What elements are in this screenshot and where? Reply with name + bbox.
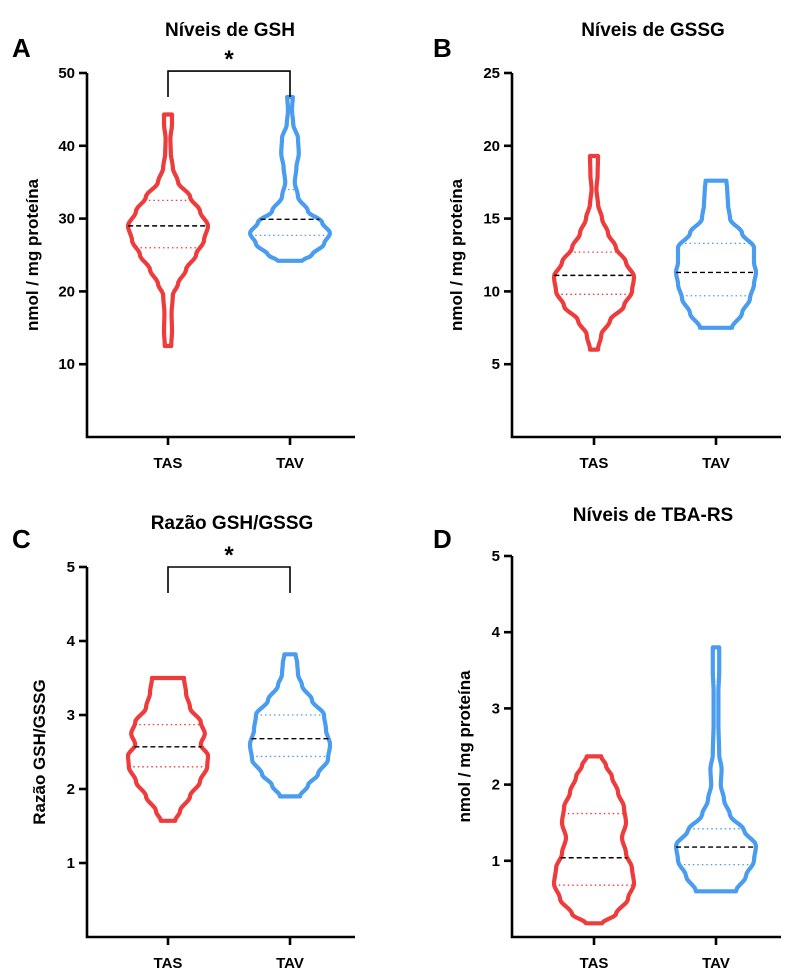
violin-tas bbox=[126, 112, 210, 349]
y-tick-label: 3 bbox=[492, 700, 500, 717]
y-tick-label: 10 bbox=[483, 283, 500, 300]
y-tick-label: 5 bbox=[67, 559, 75, 576]
y-tick-label: 3 bbox=[67, 707, 75, 724]
panel-letter: B bbox=[433, 33, 452, 63]
panel-title: Níveis de GSSG bbox=[581, 20, 725, 41]
y-tick-label: 1 bbox=[67, 855, 75, 872]
y-tick-label: 10 bbox=[58, 356, 75, 373]
violin-tav bbox=[673, 178, 759, 330]
x-tick-label: TAS bbox=[154, 455, 183, 472]
violin-tas bbox=[551, 754, 637, 926]
axes-lines bbox=[85, 567, 355, 939]
x-tick-label: TAV bbox=[276, 455, 304, 472]
y-tick-label: 1 bbox=[492, 853, 500, 870]
significance-bracket bbox=[167, 566, 291, 593]
panel-title: Níveis de GSH bbox=[165, 20, 295, 41]
panel-D: D Níveis de TBA-RS nmol / mg proteína 1 2 3 4 5… bbox=[433, 505, 781, 972]
x-tick-label: TAV bbox=[276, 955, 304, 972]
y-tick-label: 30 bbox=[58, 211, 75, 228]
y-tick-label: 20 bbox=[483, 138, 500, 155]
y-tick-label: 2 bbox=[67, 781, 75, 798]
violin-tav bbox=[247, 652, 333, 799]
y-tick-label: 50 bbox=[58, 65, 75, 82]
axes-lines bbox=[510, 73, 781, 439]
violin-tav bbox=[248, 94, 332, 263]
y-axis-label: nmol / mg proteína bbox=[23, 178, 42, 331]
y-axis-label: nmol / mg proteína bbox=[455, 670, 474, 823]
x-tick-label: TAS bbox=[580, 955, 609, 972]
y-tick-label: 25 bbox=[483, 65, 500, 82]
y-tick-label: 20 bbox=[58, 283, 75, 300]
significance-star: * bbox=[224, 542, 234, 569]
y-tick-label: 4 bbox=[67, 633, 76, 650]
x-tick-label: TAS bbox=[154, 955, 183, 972]
panel-title: Níveis de TBA-RS bbox=[573, 505, 733, 526]
significance-bracket bbox=[167, 70, 291, 98]
violin-tas bbox=[551, 153, 637, 352]
panel-A: A Níveis de GSH nmol / mg proteína 10 20 30 40… bbox=[12, 20, 355, 472]
y-tick-label: 5 bbox=[492, 548, 500, 565]
y-axis-label: nmol / mg proteína bbox=[447, 178, 466, 331]
x-tick-label: TAV bbox=[702, 455, 730, 472]
y-tick-label: 5 bbox=[492, 356, 500, 373]
axes-lines bbox=[85, 73, 355, 439]
panel-letter: C bbox=[12, 524, 31, 554]
panel-letter: D bbox=[433, 524, 452, 554]
panel-C: C Razão GSH/GSSG Razão GSH/GSSG 1 2 3 4 5 TAS TAV… bbox=[12, 513, 355, 972]
y-tick-label: 2 bbox=[492, 777, 500, 794]
y-tick-label: 40 bbox=[58, 138, 75, 155]
panel-B: B Níveis de GSSG nmol / mg proteína 5 10 15 20… bbox=[433, 20, 781, 472]
y-tick-label: 4 bbox=[492, 624, 501, 641]
y-axis-label: Razão GSH/GSSG bbox=[30, 679, 49, 824]
panel-title: Razão GSH/GSSG bbox=[151, 513, 314, 534]
violin-tas bbox=[125, 675, 211, 823]
significance-star: * bbox=[224, 46, 234, 73]
x-tick-label: TAS bbox=[580, 455, 609, 472]
violin-tav bbox=[673, 645, 759, 894]
x-tick-label: TAV bbox=[702, 955, 730, 972]
axes-lines bbox=[510, 556, 781, 939]
y-tick-label: 15 bbox=[483, 211, 500, 228]
panel-letter: A bbox=[12, 33, 31, 63]
